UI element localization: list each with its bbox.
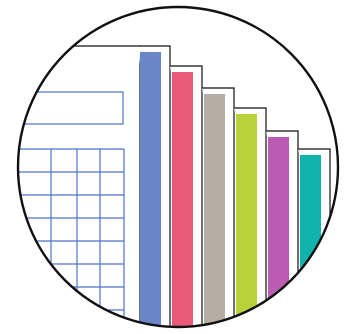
bar-gray bbox=[204, 94, 225, 327]
bar-lime bbox=[236, 114, 257, 327]
icon-content bbox=[18, 7, 338, 327]
bar-blue bbox=[140, 52, 161, 327]
sheet-header-box bbox=[18, 91, 124, 125]
bar-red bbox=[172, 72, 193, 327]
bar-purple bbox=[268, 137, 289, 327]
circle-outline bbox=[16, 5, 340, 329]
